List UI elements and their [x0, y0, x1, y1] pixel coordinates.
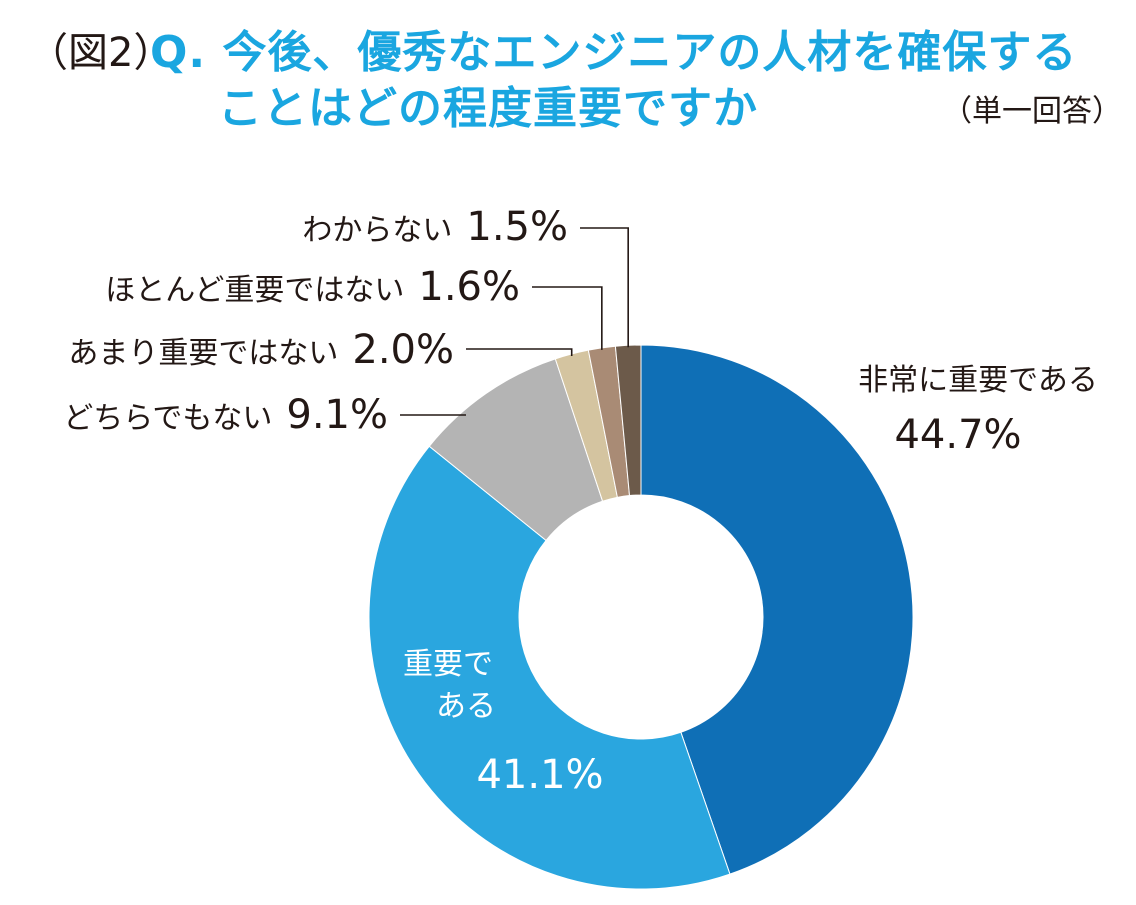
- figure-number: （図2）: [28, 30, 174, 76]
- leader-line-hardly-important: [532, 286, 603, 350]
- slice-important: [368, 445, 731, 890]
- slice-label-hardly-important: ほとんど重要ではない: [105, 273, 404, 308]
- value-label-neutral: 9.1%: [286, 392, 388, 438]
- leader-line-unknown: [580, 227, 629, 348]
- slice-label-not-very-important: あまり重要ではない: [68, 336, 338, 371]
- question-title-line-1: Q. 今後、優秀なエンジニアの人材を確保する: [150, 27, 1078, 78]
- slice-label-important-line-1: 重要で: [403, 647, 493, 682]
- value-label-unknown: 1.5%: [466, 204, 568, 250]
- value-label-important: 41.1%: [476, 752, 603, 798]
- leader-line-not-very-important: [466, 348, 573, 356]
- slice-label-unknown: わからない: [302, 213, 452, 248]
- question-title-line-2: ことはどの程度重要ですか: [218, 83, 758, 134]
- value-label-hardly-important: 1.6%: [418, 264, 520, 310]
- value-label-very-important: 44.7%: [894, 412, 1021, 458]
- answer-type-note: （単一回答）: [942, 94, 1122, 129]
- slice-label-important-line-2: ある: [436, 689, 496, 724]
- slice-label-very-important: 非常に重要である: [858, 363, 1098, 398]
- slice-label-neutral: どちらでもない: [63, 401, 272, 436]
- slice-very-important: [640, 344, 914, 875]
- slice-unknown: [614, 344, 642, 497]
- value-label-not-very-important: 2.0%: [352, 327, 454, 373]
